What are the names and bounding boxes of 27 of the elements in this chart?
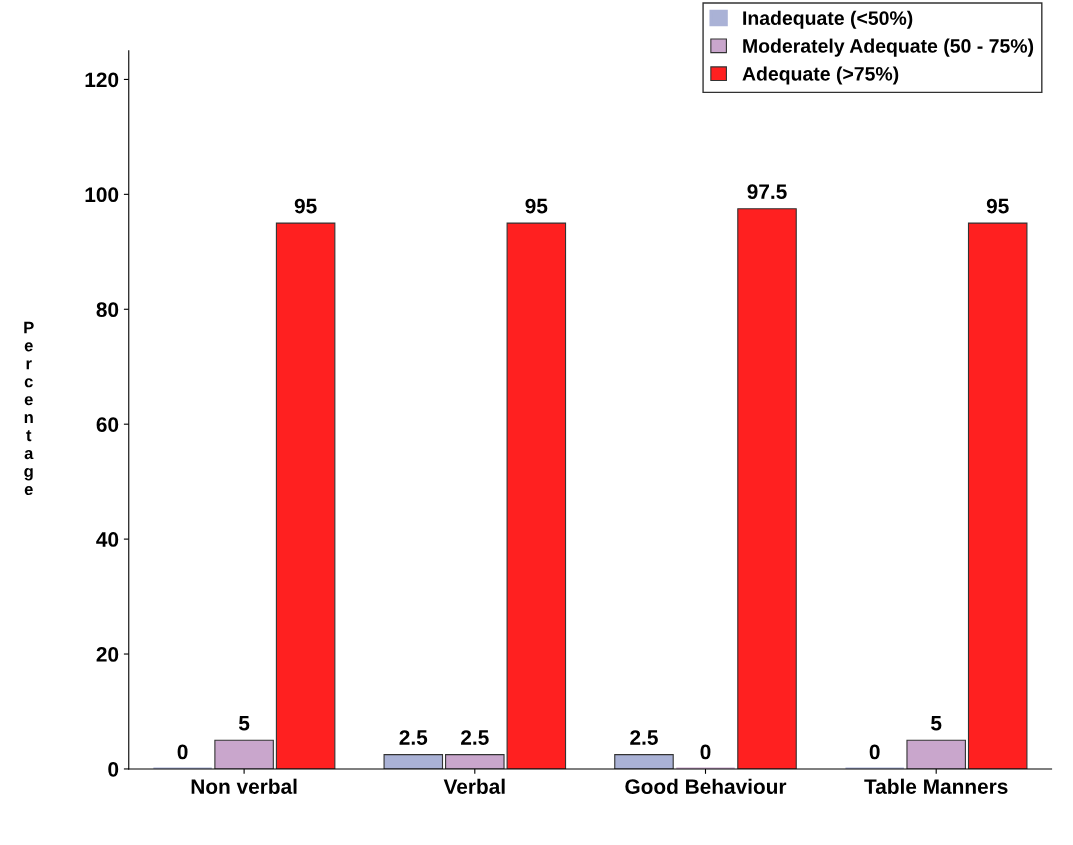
data-label: 97.5 [747,184,787,200]
y-tick-label: 100 [85,187,119,203]
y-tick-label: 120 [85,72,119,88]
data-label: 0 [700,744,711,760]
data-label: 2.5 [399,730,428,745]
data-label: 2.5 [461,730,489,745]
data-label: 95 [294,198,317,214]
x-tick-label: Table Manners [864,778,1008,794]
text: Percentage [24,321,34,496]
data-label: 2.5 [630,730,658,745]
y-tick-label: 60 [96,417,119,432]
data-label: 0 [869,744,880,760]
legend-label: Adequate (>75%) [742,66,899,85]
legend-label: Inadequate (<50%) [743,10,913,29]
y-tick-label: 40 [96,532,119,547]
legend-label: Moderately Adequate (50 - 75%) [743,38,1034,57]
data-label: 0 [177,744,188,760]
x-tick-label: Non verbal [191,778,297,794]
y-tick-label: 80 [96,302,119,318]
y-tick-label: 20 [96,647,119,662]
x-tick-label: Verbal [443,778,505,794]
data-label: 5 [931,716,942,731]
data-label: 5 [238,716,250,731]
x-tick-label: Good Behaviour [625,778,787,794]
data-label: 95 [525,198,548,214]
data-label: 95 [986,198,1009,214]
y-tick-label: 0 [108,761,119,777]
